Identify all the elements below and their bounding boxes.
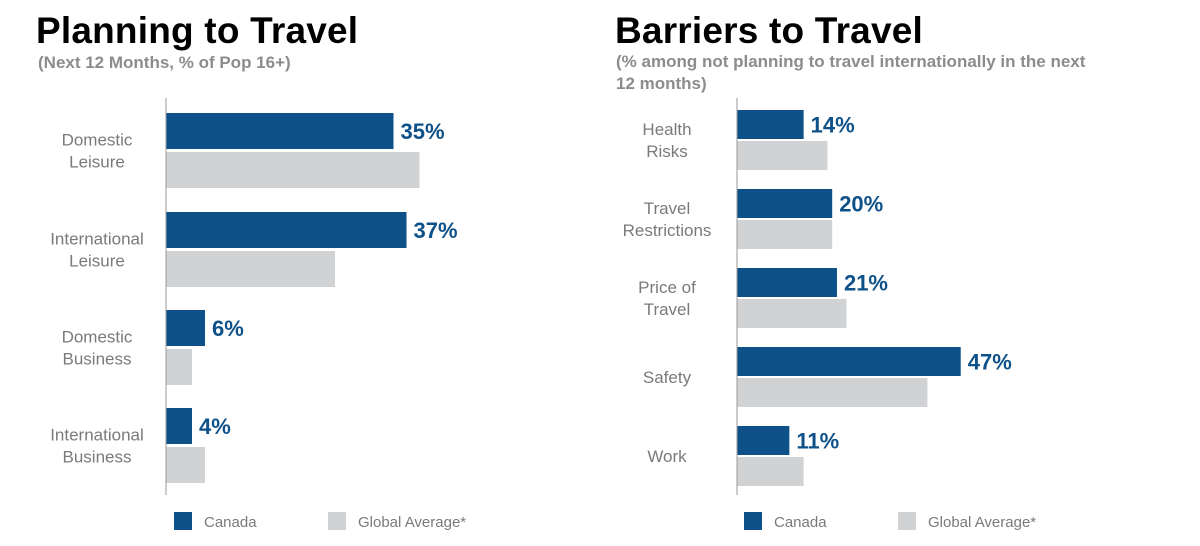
data-label: 20% bbox=[839, 192, 883, 217]
category-label: Leisure bbox=[69, 252, 125, 271]
bar-global-average bbox=[166, 251, 335, 287]
chart-title: Planning to Travel bbox=[36, 10, 359, 51]
chart-panel-planning: Planning to Travel (Next 12 Months, % of… bbox=[36, 10, 466, 531]
chart-subtitle: (% among not planning to travel internat… bbox=[616, 52, 1086, 93]
data-label: 35% bbox=[401, 119, 445, 144]
category-label: Travel bbox=[644, 300, 691, 319]
category-label: Business bbox=[63, 350, 132, 369]
legend-swatch-canada bbox=[744, 512, 762, 530]
category-label: Restrictions bbox=[623, 221, 712, 240]
chart-panel-barriers: Barriers to Travel (% among not planning… bbox=[600, 0, 1200, 546]
legend-label: Global Average* bbox=[928, 514, 1036, 531]
bar-chart-barriers: 14% Health Risks 20% Travel Restrictions 21% Pr… bbox=[623, 98, 1036, 531]
legend-label: Canada bbox=[204, 514, 257, 531]
bar-global-average bbox=[737, 299, 847, 328]
bar-global-average bbox=[737, 457, 804, 486]
bar-canada bbox=[166, 310, 205, 346]
data-label: 37% bbox=[414, 218, 458, 243]
category-label: Domestic bbox=[62, 131, 133, 150]
category-label: Leisure bbox=[69, 153, 125, 172]
bar-canada bbox=[166, 212, 407, 248]
bar-canada bbox=[737, 347, 961, 376]
category-label: International bbox=[50, 230, 144, 249]
data-label: 4% bbox=[199, 414, 231, 439]
chart-title: Barriers to Travel bbox=[615, 10, 923, 51]
bar-canada bbox=[737, 110, 804, 139]
bar-global-average bbox=[166, 349, 192, 385]
bar-global-average bbox=[737, 378, 928, 407]
category-label: Domestic bbox=[62, 328, 133, 347]
category-label: Travel bbox=[644, 199, 691, 218]
legend-label: Global Average* bbox=[358, 514, 466, 531]
data-label: 14% bbox=[811, 113, 855, 138]
bar-global-average bbox=[737, 141, 828, 170]
bar-canada bbox=[737, 268, 837, 297]
bar-canada bbox=[166, 408, 192, 444]
bar-global-average bbox=[166, 152, 420, 188]
category-label: Risks bbox=[646, 142, 688, 161]
bar-canada bbox=[737, 189, 833, 218]
bar-canada bbox=[166, 113, 394, 149]
data-label: 21% bbox=[844, 271, 888, 296]
category-label: Business bbox=[63, 448, 132, 467]
legend-swatch-global-average bbox=[898, 512, 916, 530]
category-label: Safety bbox=[643, 368, 692, 387]
bar-global-average bbox=[166, 447, 205, 483]
data-label: 6% bbox=[212, 316, 244, 341]
bar-global-average bbox=[737, 220, 833, 249]
data-label: 11% bbox=[796, 429, 839, 454]
category-label: Work bbox=[647, 447, 687, 466]
data-label: 47% bbox=[968, 350, 1012, 375]
legend-label: Canada bbox=[774, 514, 827, 531]
category-label: Health bbox=[642, 120, 691, 139]
bar-chart-planning: 35% Domestic Leisure 37% International Leisur… bbox=[50, 98, 466, 531]
category-label: Price of bbox=[638, 278, 696, 297]
legend-swatch-global-average bbox=[328, 512, 346, 530]
legend-swatch-canada bbox=[174, 512, 192, 530]
category-label: International bbox=[50, 426, 144, 445]
bar-canada bbox=[737, 426, 790, 455]
chart-subtitle: (Next 12 Months, % of Pop 16+) bbox=[38, 53, 291, 72]
